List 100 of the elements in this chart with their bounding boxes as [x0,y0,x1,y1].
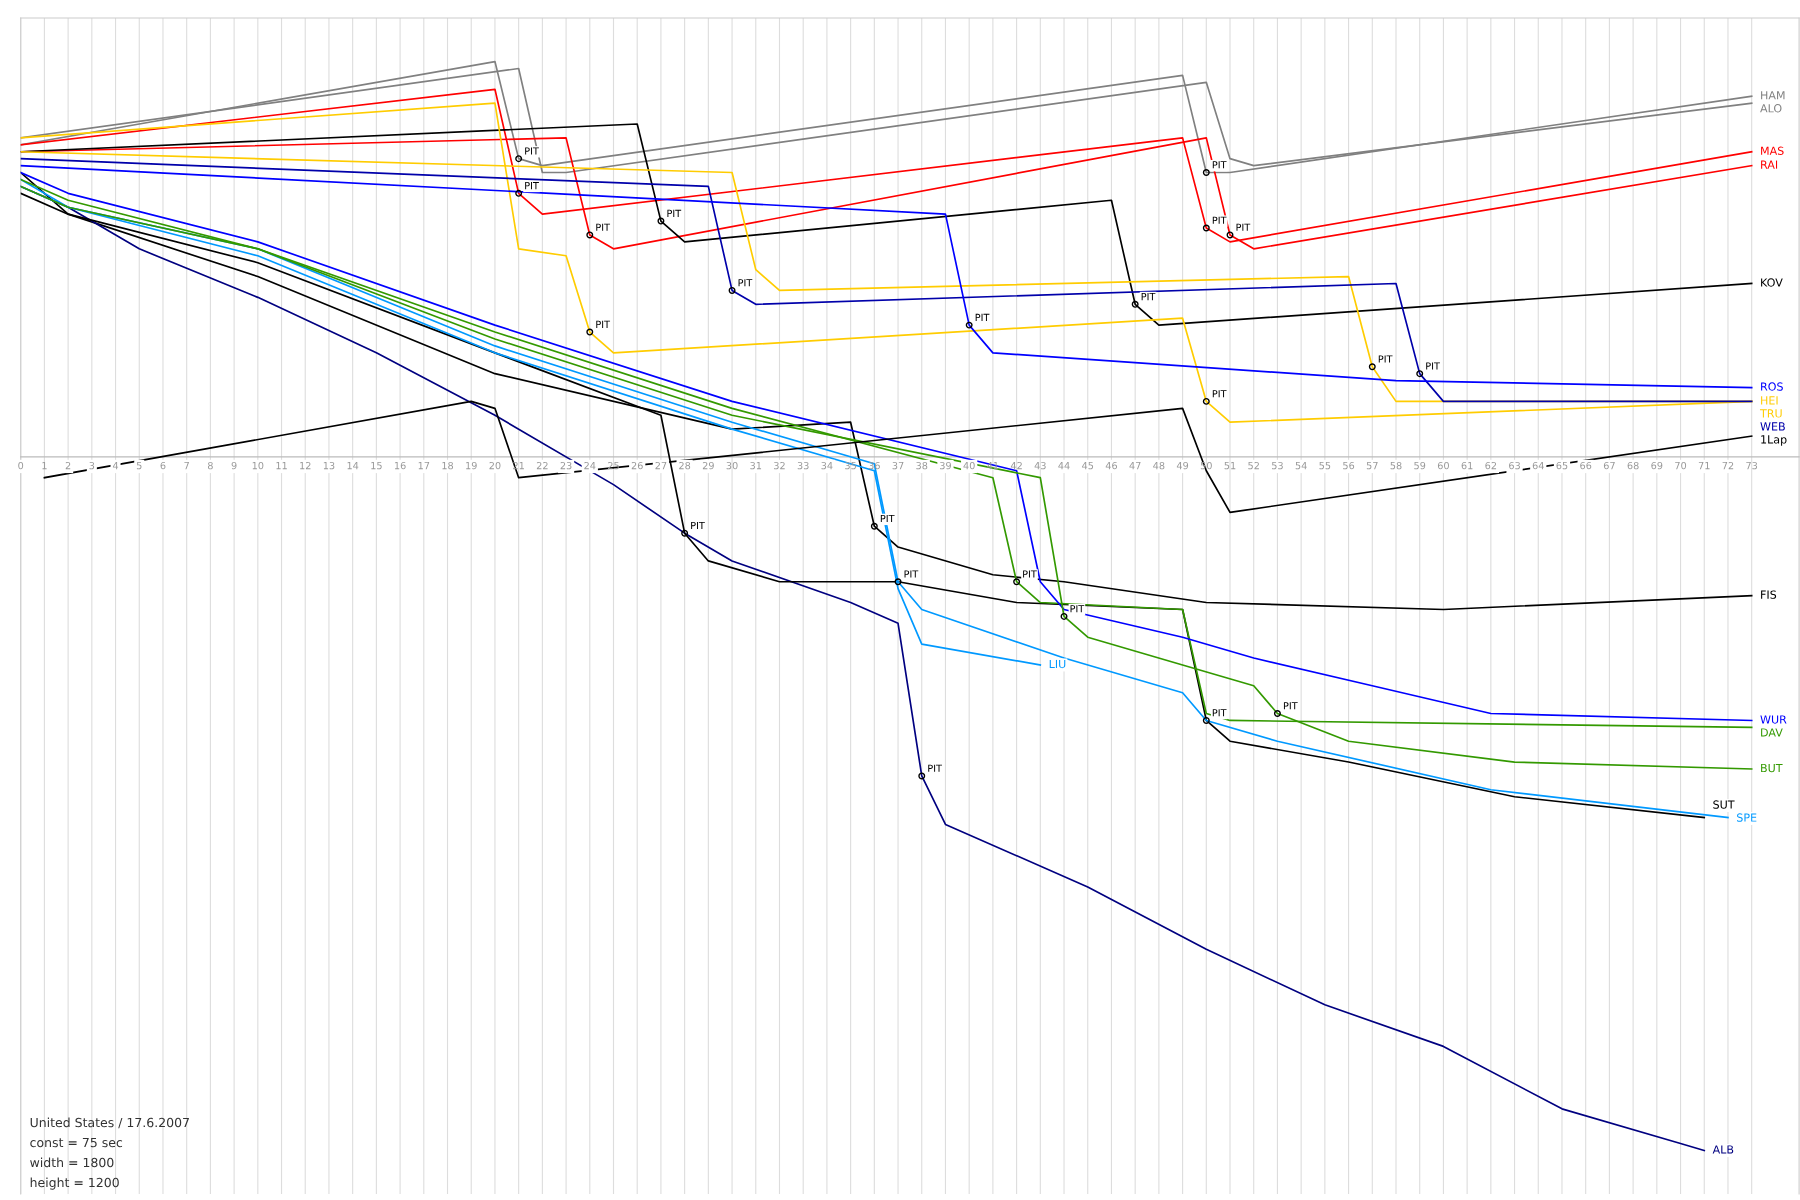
x-tick-label: 22 [536,461,548,470]
x-tick-label: 59 [1414,461,1426,470]
annotation: PIT [1236,223,1251,231]
series-label: ALO [1760,104,1782,113]
x-tick-label: 60 [1437,461,1449,470]
annotation: PIT [1212,390,1227,398]
x-tick-label: 23 [560,461,572,470]
annotation: PIT [1378,355,1393,363]
x-tick-label: 62 [1485,461,1497,470]
x-tick-label: 14 [347,462,359,470]
text: width = 1800 [30,1157,114,1168]
series-label: BUT [1761,763,1783,773]
x-tick-label: 10 [252,461,264,470]
x-tick-label: 31 [750,461,762,470]
x-tick-label: 39 [940,461,951,470]
annotation: PIT [1212,709,1227,717]
series-label: SPE [1737,813,1757,822]
annotation: PIT [596,320,611,328]
x-tick-label: 37 [892,461,904,470]
annotation: PIT [1283,702,1298,710]
annotation: PIT [596,223,611,231]
series-label: MAS [1761,146,1784,155]
x-tick-label: 1 [42,462,47,470]
x-tick-label: 33 [797,461,809,470]
x-tick-label: 8 [207,461,213,470]
x-tick-label: 7 [184,462,189,470]
x-tick-label: 28 [679,461,691,470]
x-tick-label: 30 [726,461,738,470]
x-tick-label: 12 [300,461,311,470]
text: height = 1200 [30,1177,119,1190]
x-tick-label: 3 [89,461,95,470]
series-label: ALB [1712,1145,1734,1154]
x-tick-label: 73 [1746,461,1758,470]
annotation: United States / 17.6.2007 [30,1117,189,1129]
text: WEB [1760,422,1785,431]
series-label: HEI [1761,396,1778,405]
series-label: DAV [1761,728,1783,737]
x-tick-label: 9 [231,461,237,470]
annotation: PIT [975,313,990,321]
x-tick-label: 4 [112,462,119,470]
annotation: PIT [1141,293,1156,301]
x-tick-label: 6 [160,461,166,470]
series-label: KOV [1761,278,1783,287]
annotation: PIT [1023,570,1037,578]
x-tick-label: 70 [1675,461,1687,470]
x-tick-label: 51 [1224,462,1236,470]
annotation: PIT [1426,362,1440,370]
x-tick-label: 52 [1248,461,1259,470]
annotation: PIT [1212,216,1227,224]
annotation: PIT [904,570,919,578]
x-tick-label: 72 [1722,461,1734,470]
x-tick-label: 66 [1580,461,1592,470]
series-label: HAM [1761,91,1785,100]
x-tick-label: 5 [136,462,142,470]
x-tick-label: 40 [963,461,975,470]
x-tick-label: 49 [1176,461,1189,470]
x-tick-label: 38 [916,461,928,470]
annotation: const = 75 sec [30,1137,123,1148]
x-tick-label: 53 [1272,461,1283,470]
x-tick-label: 47 [1129,462,1141,470]
x-tick-label: 24 [584,461,596,470]
series-label: RAI [1761,160,1778,169]
annotation: PIT [525,147,539,155]
x-tick-label: 41 [987,462,999,470]
x-tick-label: 67 [1603,461,1615,470]
x-tick-label: 19 [466,461,477,470]
series-label: FIS [1761,590,1777,599]
x-tick-label: 58 [1390,461,1402,470]
annotation: PIT [691,521,705,530]
annotation: PIT [1212,161,1227,169]
x-tick-label: 20 [489,461,501,470]
x-tick-label: 13 [323,461,335,470]
x-tick-label: 45 [1082,462,1094,470]
x-tick-label: 42 [1010,461,1022,470]
series-label: WUR [1760,715,1787,724]
x-tick-label: 18 [442,461,454,470]
x-tick-label: 71 [1698,462,1710,470]
x-tick-label: 63 [1509,461,1520,470]
annotation: PIT [928,764,943,772]
x-tick-label: 43 [1034,461,1046,470]
series-label: SUT [1713,800,1735,809]
x-tick-label: 64 [1532,461,1544,470]
x-tick-label: 54 [1295,462,1307,470]
x-tick-label: 55 [1319,462,1331,470]
x-tick-label: 11 [276,462,287,470]
x-tick-label: 0 [18,461,24,470]
annotation: PIT [880,514,895,523]
series-label: ROS [1761,382,1783,391]
annotation: PIT [1070,605,1085,613]
x-tick-label: 26 [631,461,643,470]
x-tick-label: 27 [655,461,667,470]
x-tick-label: 61 [1461,461,1473,470]
x-tick-label: 68 [1627,461,1639,470]
x-tick-label: 46 [1105,461,1118,470]
annotation: PIT [667,209,682,217]
series-label: 1Lap [1761,435,1787,446]
x-tick-label: 65 [1556,461,1568,470]
x-tick-label: 48 [1153,461,1165,470]
x-tick-label: 17 [418,462,430,470]
x-tick-label: 29 [702,461,714,470]
